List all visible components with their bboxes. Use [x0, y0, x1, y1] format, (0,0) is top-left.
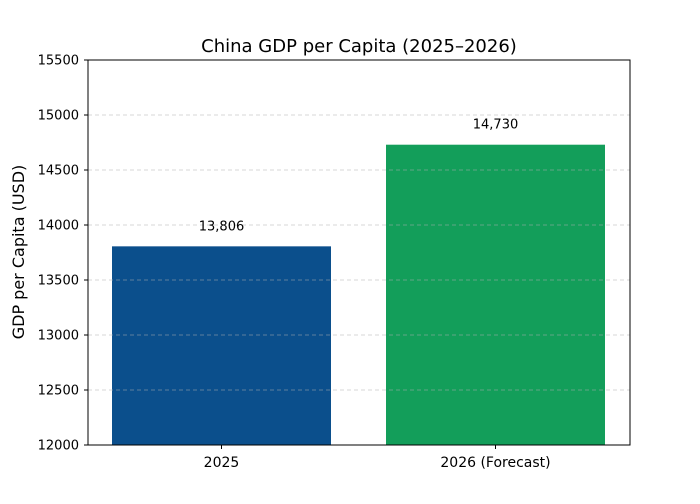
y-tick-label-4: 14000	[38, 219, 79, 234]
x-tick-label-1: 2026 (Forecast)	[440, 455, 550, 471]
data-label-1: 14,730	[473, 118, 519, 133]
y-axis-label: GDP per Capita (USD)	[9, 165, 28, 340]
y-tick-label-7: 15500	[38, 54, 79, 69]
data-label-0: 13,806	[199, 219, 245, 234]
bar-1	[386, 144, 605, 445]
plot-frame	[87, 59, 631, 446]
y-tick-label-1: 12500	[38, 384, 79, 399]
y-tick-label-0: 12000	[38, 439, 79, 454]
y-tick-label-6: 15000	[38, 109, 79, 124]
y-tick-label-5: 14500	[38, 164, 79, 179]
x-tick-label-0: 2025	[204, 455, 240, 471]
y-tick-label-2: 13000	[38, 329, 79, 344]
chart-title: China GDP per Capita (2025–2026)	[201, 36, 517, 57]
y-tick-label-3: 13500	[38, 274, 79, 289]
bar-0	[112, 246, 331, 445]
